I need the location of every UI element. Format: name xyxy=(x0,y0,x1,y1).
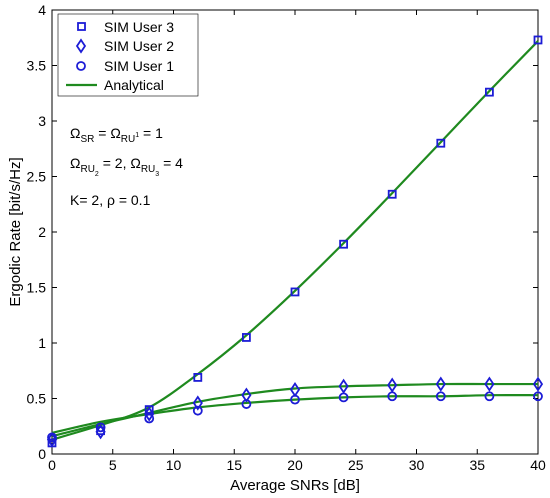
x-tick-label: 35 xyxy=(469,457,485,473)
tick-group: 0 5 10 15 20 25 30 35 40 0 0.5 1 1.5 2 2.5 3 3.5 4 xyxy=(27,2,546,473)
user1-point xyxy=(484,391,495,402)
y-tick-label: 3 xyxy=(38,113,46,129)
user1-point xyxy=(47,432,57,443)
y-tick-label: 0 xyxy=(38,446,46,462)
user2-point xyxy=(532,376,544,392)
x-tick-label: 15 xyxy=(226,457,242,473)
x-tick-label: 20 xyxy=(287,457,303,473)
user3-point xyxy=(484,87,494,97)
marker-group xyxy=(46,35,544,448)
x-axis-title: Average SNRs [dB] xyxy=(230,477,360,494)
y-tick-label: 2 xyxy=(38,224,46,240)
annotation-line-1: ΩSR = ΩRU1 = 1 xyxy=(70,125,163,145)
user2-point xyxy=(241,387,252,403)
legend-marker-user3 xyxy=(77,22,86,31)
analytical-curve-3 xyxy=(51,393,539,434)
annotation-line-2: ΩRU2 = 2, ΩRU3 = 4 xyxy=(70,155,183,178)
legend-box xyxy=(57,13,199,97)
analytical-curve-1 xyxy=(51,40,539,441)
y-tick-label: 1.5 xyxy=(27,280,47,296)
user3-point xyxy=(533,35,543,45)
user2-point xyxy=(435,376,446,392)
annotation-block: ΩSR = ΩRU1 = 1 ΩRU2 = 2, ΩRU3 = 4 K= 2, … xyxy=(70,125,183,208)
user1-point xyxy=(95,422,106,433)
user1-point xyxy=(338,392,349,403)
user1-point xyxy=(387,391,398,402)
user2-point xyxy=(387,377,398,393)
x-tick-label: 40 xyxy=(530,457,546,473)
legend-label-user3: SIM User 3 xyxy=(104,19,174,35)
user3-point xyxy=(241,333,251,342)
x-tick-label: 10 xyxy=(166,457,182,473)
x-tick-label: 5 xyxy=(109,457,117,473)
y-tick-label: 2.5 xyxy=(27,169,47,185)
user2-point xyxy=(192,395,203,411)
user3-point xyxy=(144,405,154,415)
user3-point xyxy=(290,287,300,297)
y-tick-label: 3.5 xyxy=(27,58,47,74)
x-tick-label: 25 xyxy=(348,457,364,473)
y-axis-title: Ergodic Rate [bit/s/Hz] xyxy=(7,157,24,306)
annotation-line-3: K= 2, ρ = 0.1 xyxy=(70,192,151,208)
user3-point xyxy=(339,239,349,249)
user3-point xyxy=(436,138,446,148)
legend: SIM User 3 SIM User 2 SIM User 1 Analyti… xyxy=(57,13,199,97)
user1-point xyxy=(241,399,252,409)
y-tick-label: 1 xyxy=(38,335,46,351)
user3-point xyxy=(387,189,397,199)
legend-marker-user1 xyxy=(76,61,86,71)
user3-point xyxy=(193,373,203,382)
x-tick-label: 0 xyxy=(48,457,56,473)
y-tick-label: 0.5 xyxy=(27,391,47,407)
user1-point xyxy=(290,394,300,405)
legend-label-analytical: Analytical xyxy=(104,77,164,93)
user1-point xyxy=(435,391,446,402)
x-tick-label: 30 xyxy=(409,457,425,473)
legend-label-user1: SIM User 1 xyxy=(104,58,174,74)
user1-point xyxy=(144,413,155,424)
legend-label-user2: SIM User 2 xyxy=(104,38,174,54)
user1-point xyxy=(533,391,543,402)
user2-point xyxy=(46,431,58,448)
user2-point xyxy=(144,406,155,422)
y-tick-label: 4 xyxy=(38,2,46,18)
user1-point xyxy=(192,405,203,416)
legend-marker-user2 xyxy=(75,38,87,54)
user2-point xyxy=(338,378,349,394)
curve-group xyxy=(51,40,539,441)
user2-point xyxy=(484,376,495,392)
